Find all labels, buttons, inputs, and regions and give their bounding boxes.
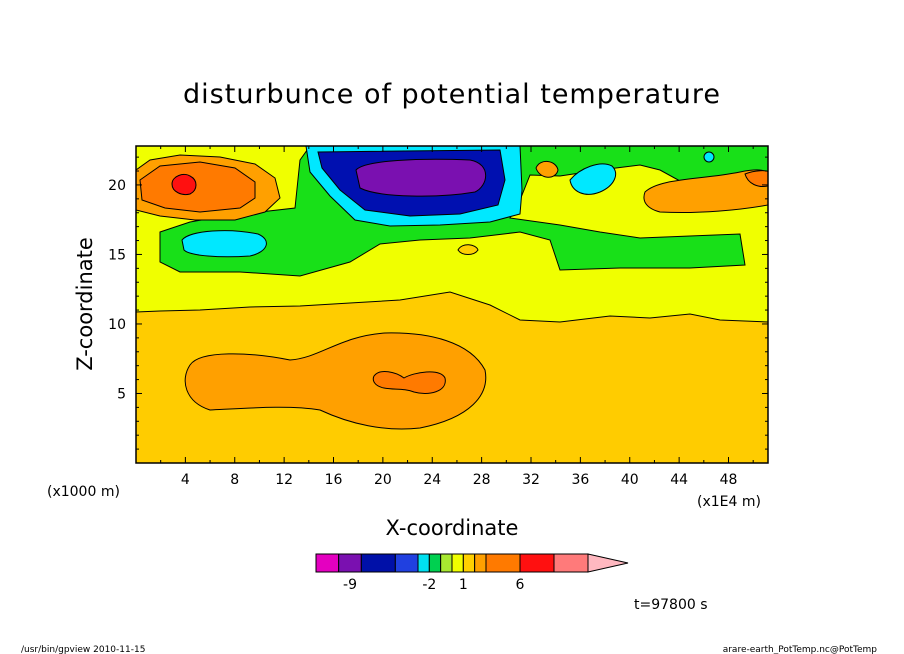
field-cyan-right	[569, 163, 616, 195]
x-tick-label: 40	[621, 472, 639, 488]
colorbar-bin	[417, 553, 430, 573]
colorbar-bin	[485, 553, 521, 573]
x-tick-label: 20	[374, 472, 392, 488]
x-tick-label: 8	[230, 472, 239, 488]
colorbar-label: 6	[516, 577, 525, 593]
x-tick-label: 32	[522, 472, 540, 488]
x-axis-label: X-coordinate	[386, 516, 519, 540]
field-red-topleft	[171, 173, 197, 195]
colorbar-bin	[428, 553, 442, 573]
colorbar-bin	[553, 553, 589, 573]
x-tick-label: 44	[670, 472, 688, 488]
x-scale-label: (x1E4 m)	[697, 494, 761, 510]
field-yellow-island	[457, 244, 479, 255]
x-tick-label: 16	[325, 472, 343, 488]
colorbar-bin	[462, 553, 476, 573]
plot-frame	[135, 145, 769, 464]
field-orange-low	[184, 332, 487, 430]
contour-field	[136, 146, 768, 463]
y-axis-label: Z-coordinate	[73, 237, 97, 371]
colorbar-bin	[474, 553, 487, 573]
colorbar-bin	[440, 553, 453, 573]
colorbar-labels: -9 -2 1 6	[343, 577, 525, 593]
field-purple-trough	[355, 158, 487, 197]
field-orange-right	[643, 169, 768, 214]
field-cyan-dot	[703, 151, 715, 163]
y-tick-label: 15	[108, 247, 126, 263]
colorbar	[315, 553, 629, 573]
colorbar-bin	[394, 553, 419, 573]
field-darkorange-low	[372, 371, 446, 394]
y-tick-label: 10	[108, 317, 126, 333]
x-unit-label: (x1000 m)	[47, 484, 120, 500]
colorbar-bin	[360, 553, 396, 573]
footer-right: arare-earth_PotTemp.nc@PotTemp	[723, 645, 878, 654]
y-tick-label: 20	[108, 178, 126, 194]
y-axis-ticks: 5 10 15 20	[108, 156, 768, 450]
y-tick-label: 5	[117, 386, 126, 402]
colorbar-bin	[451, 553, 464, 573]
colorbar-label: 1	[459, 577, 468, 593]
field-darkorange-right	[744, 170, 768, 187]
x-axis-ticks: 4 8 12 16 20 24 28 32 36 40 44 48	[160, 146, 754, 488]
x-tick-label: 4	[181, 472, 190, 488]
colorbar-arrow	[587, 553, 629, 573]
field-darkorange-topleft	[139, 161, 256, 213]
x-tick-label: 12	[275, 472, 293, 488]
field-cyan-left	[181, 230, 267, 258]
footer-left: /usr/bin/gpview 2010-11-15	[21, 645, 145, 654]
field-orange-spot	[535, 161, 559, 178]
x-tick-label: 28	[473, 472, 491, 488]
colorbar-bin	[519, 553, 555, 573]
x-tick-label: 48	[720, 472, 738, 488]
x-tick-label: 24	[423, 472, 441, 488]
x-tick-label: 36	[571, 472, 589, 488]
time-label: t=97800 s	[634, 597, 708, 613]
colorbar-bin	[338, 553, 362, 573]
chart-title: disturbunce of potential temperature	[183, 79, 721, 110]
colorbar-label: -9	[343, 577, 357, 593]
colorbar-bin	[315, 553, 340, 573]
colorbar-label: -2	[422, 577, 436, 593]
